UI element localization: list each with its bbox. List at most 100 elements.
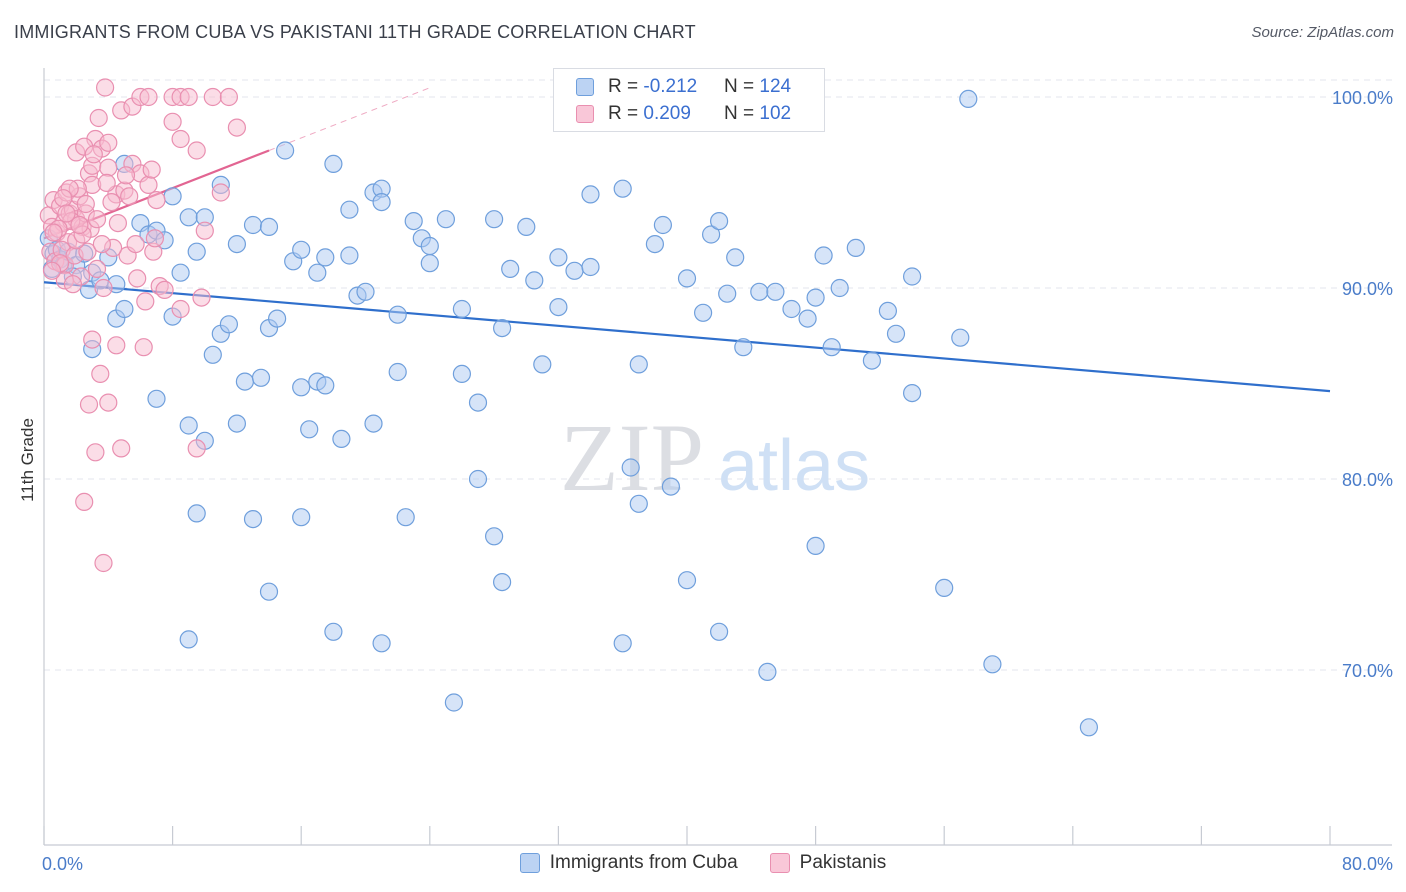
cuba-point <box>902 267 922 286</box>
pakistanis-point <box>107 336 126 355</box>
pakistanis-point <box>54 189 73 208</box>
cuba-point <box>420 236 439 256</box>
cuba-point <box>886 324 906 343</box>
pakistanis-point <box>195 221 214 240</box>
watermark-atlas: atlas <box>718 426 870 506</box>
data-points <box>39 78 1099 737</box>
x-tick-label: 0.0% <box>42 854 83 874</box>
cuba-point <box>452 364 471 383</box>
cuba-point <box>709 212 729 231</box>
pakistanis-point <box>147 191 166 210</box>
axes <box>43 68 1392 846</box>
y-tick-labels: 100.0% 90.0% 80.0% 70.0% <box>1332 88 1393 681</box>
cuba-point <box>629 494 648 513</box>
cuba-point <box>862 351 882 370</box>
pakistanis-point <box>126 235 145 254</box>
cuba-point <box>388 362 407 382</box>
pakistanis-point <box>70 215 89 235</box>
cuba-point <box>179 630 198 649</box>
cuba-point <box>388 305 407 324</box>
pakistanis-swatch <box>769 853 790 873</box>
cuba-point <box>629 355 648 374</box>
cuba-point <box>677 571 697 590</box>
cuba-point <box>750 282 769 301</box>
pakistanis-point <box>179 87 198 107</box>
cuba-point <box>308 263 327 282</box>
cuba-point <box>203 345 222 364</box>
n-label: N = <box>724 103 760 124</box>
pakistanis-point <box>128 269 147 288</box>
pakistanis-point <box>171 129 190 149</box>
stats-row-cuba: R = -0.212 N = 124 <box>576 75 791 99</box>
cuba-point <box>525 271 544 290</box>
pakistanis-point <box>203 87 222 107</box>
cuba-point <box>227 235 246 254</box>
pakistanis-point <box>219 87 238 107</box>
pakistanis-point <box>116 166 136 185</box>
cuba-point <box>701 225 721 244</box>
cuba-point <box>444 693 463 712</box>
cuba-point <box>452 299 471 319</box>
legend-label-cuba: Immigrants from Cuba <box>549 852 738 873</box>
source-label: Source: ZipAtlas.com <box>1251 24 1394 41</box>
pakistanis-point <box>94 553 113 573</box>
cuba-point <box>316 248 335 267</box>
cuba-point <box>549 248 568 267</box>
cuba-point <box>549 298 568 317</box>
cuba-point <box>300 420 319 439</box>
cuba-point <box>734 338 753 357</box>
cuba-point <box>814 246 833 265</box>
cuba-point <box>340 200 359 219</box>
cuba-point <box>340 246 359 265</box>
stats-legend: R = -0.212 N = 124 R = 0.209 N = 102 <box>553 68 825 132</box>
watermark: ZIP atlas <box>560 404 870 511</box>
cuba-point <box>276 141 295 160</box>
cuba-point <box>645 235 665 254</box>
cuba-point <box>798 309 817 328</box>
pakistanis-point <box>97 173 116 192</box>
cuba-point <box>581 257 600 277</box>
x-tick-labels: 0.0% 80.0% <box>42 854 1393 874</box>
n-label: N = <box>724 76 760 97</box>
cuba-point <box>822 338 841 357</box>
pakistanis-point <box>211 183 230 202</box>
cuba-point <box>517 217 536 236</box>
cuba-point <box>243 215 263 235</box>
pakistanis-point <box>171 299 190 319</box>
cuba-point <box>621 458 640 477</box>
pakistanis-point <box>75 492 94 511</box>
pakistanis-point <box>139 87 158 107</box>
pakistanis-point <box>163 112 182 131</box>
pakistanis-point <box>155 280 174 299</box>
cuba-point <box>227 414 246 433</box>
cuba-point <box>613 179 632 198</box>
legend-item-cuba[interactable]: Immigrants from Cuba <box>519 852 738 874</box>
pakistanis-point <box>99 393 118 412</box>
cuba-point <box>372 634 391 653</box>
cuba-point <box>420 254 439 273</box>
cuba-point <box>468 469 488 489</box>
cuba-point <box>268 309 287 328</box>
cuba-point <box>533 355 552 374</box>
pakistanis-point <box>112 439 131 458</box>
pakistanis-point <box>134 338 153 357</box>
legend-item-pakistanis[interactable]: Pakistanis <box>769 852 886 874</box>
pakistanis-point <box>87 259 107 278</box>
pakistanis-point <box>108 214 128 233</box>
cuba-point <box>830 278 849 298</box>
cuba-point <box>396 508 415 527</box>
cuba-point <box>766 282 785 301</box>
pakistanis-trend-extension <box>268 87 430 151</box>
pakistanis-point <box>99 158 118 177</box>
cuba-point <box>332 429 351 448</box>
pakistanis-point <box>227 118 246 137</box>
cuba-point <box>726 248 745 267</box>
cuba-point <box>983 655 1002 674</box>
cuba-point <box>468 393 488 412</box>
pakistanis-point <box>136 292 155 311</box>
watermark-zip: ZIP <box>560 404 704 511</box>
cuba-point <box>878 301 898 320</box>
pakistanis-point <box>83 330 102 349</box>
n-value-cuba: 124 <box>759 76 792 97</box>
cuba-point <box>316 376 335 395</box>
